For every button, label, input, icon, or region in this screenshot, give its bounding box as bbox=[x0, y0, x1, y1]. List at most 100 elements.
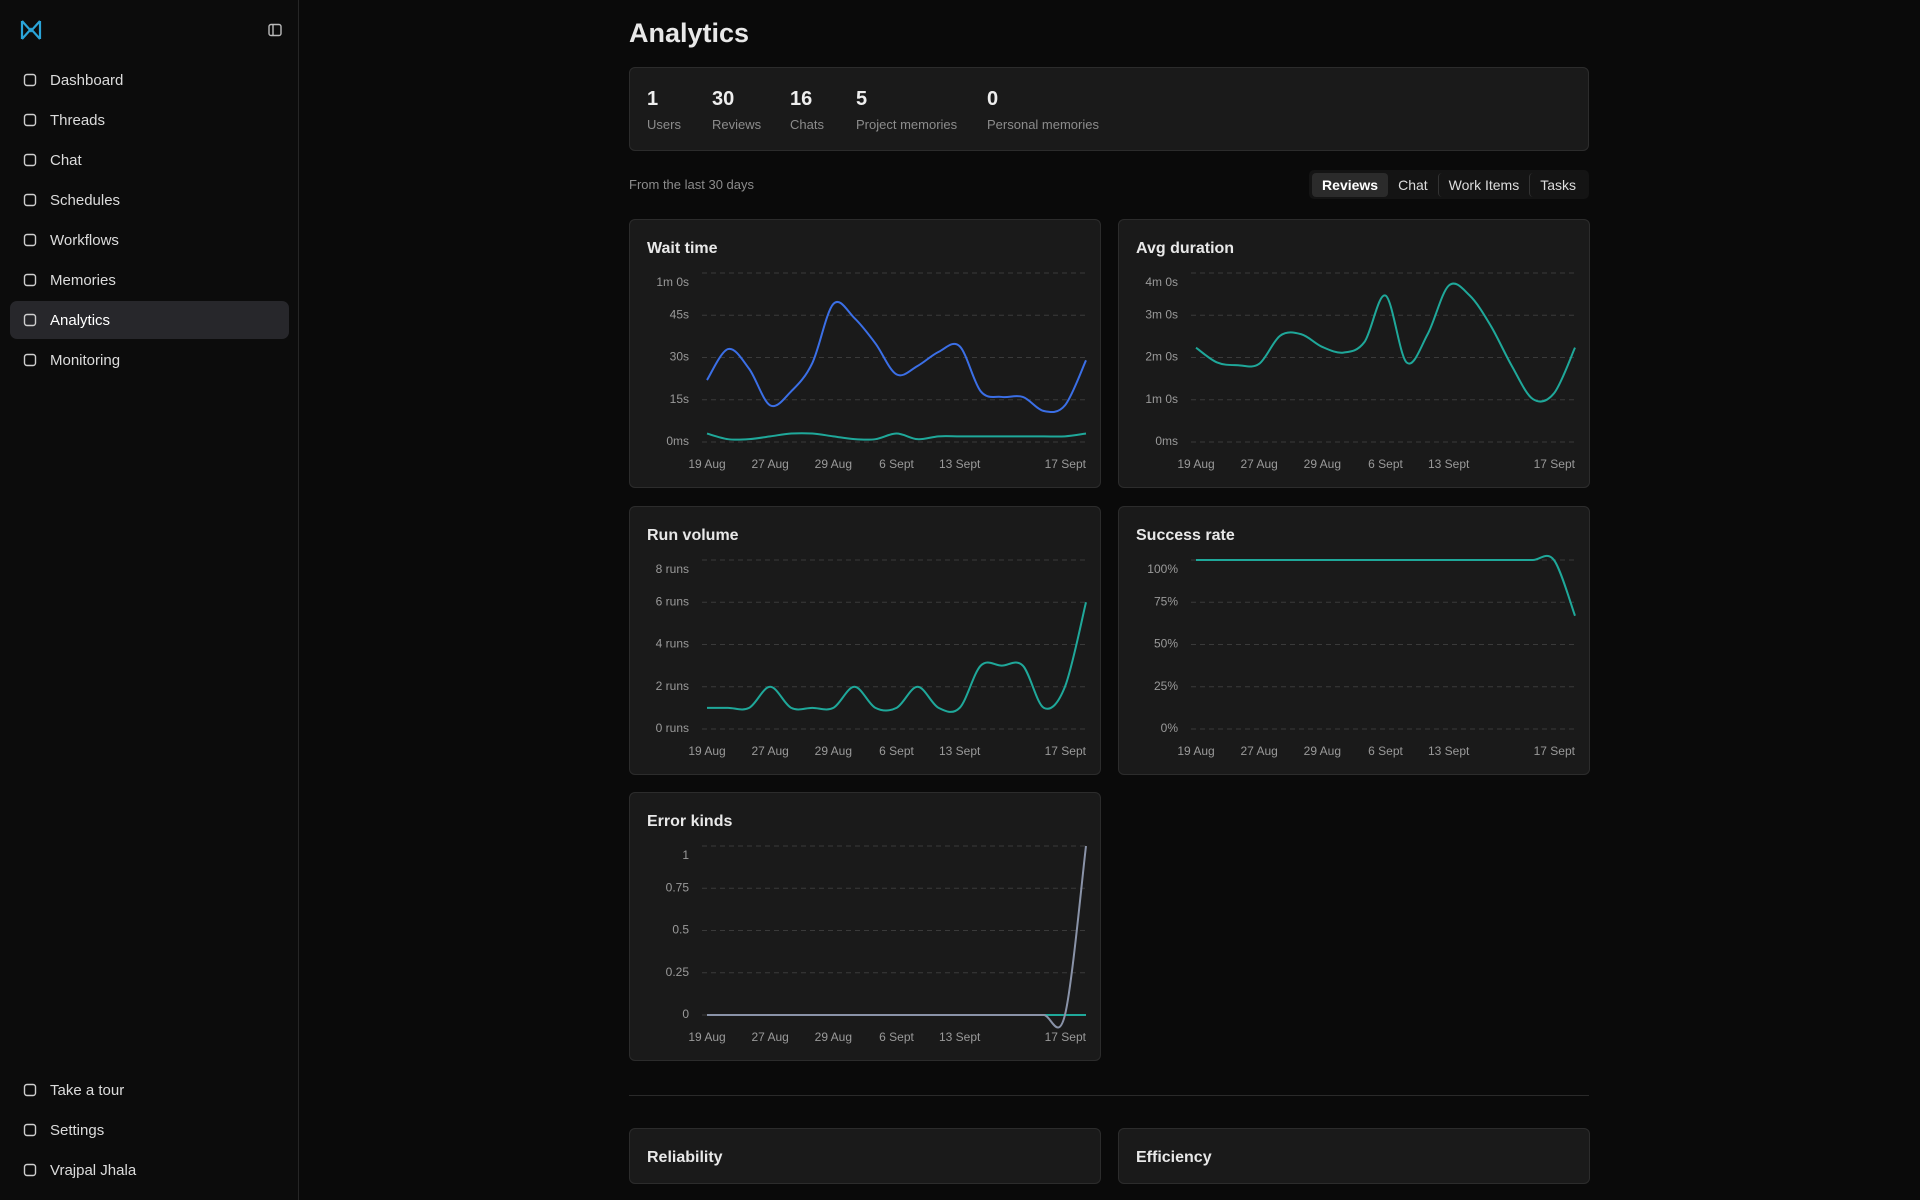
nav-item[interactable]: Chat bbox=[10, 141, 289, 179]
nav-item[interactable]: Threads bbox=[10, 101, 289, 139]
stat-value: 16 bbox=[790, 88, 813, 110]
x-tick-label: 19 Aug bbox=[688, 1030, 725, 1044]
nav-item[interactable]: Workflows bbox=[10, 221, 289, 259]
icon-shape bbox=[23, 273, 37, 287]
line-series bbox=[1195, 282, 1576, 403]
y-tick-label: 0 bbox=[682, 1007, 689, 1021]
stat-label: Personal memories bbox=[987, 117, 1099, 132]
y-tick-label: 100% bbox=[1147, 562, 1178, 576]
icon-shape bbox=[23, 1083, 37, 1097]
tabs: Reviews Chat Work Items Tasks bbox=[1309, 170, 1589, 199]
section-card: Reliability bbox=[629, 1128, 1101, 1184]
chart-card: Wait time 0ms 15s 30s 45s 1m 0s 19 Aug 27 Aug 29… bbox=[629, 219, 1101, 488]
x-tick-label: 13 Sept bbox=[1428, 744, 1470, 758]
nav-icon bbox=[23, 73, 37, 87]
y-tick-label: 25% bbox=[1154, 679, 1178, 693]
y-tick-label: 2m 0s bbox=[1145, 350, 1178, 364]
x-tick-label: 6 Sept bbox=[1368, 744, 1403, 758]
icon-shape bbox=[23, 193, 37, 207]
nav-item[interactable]: Analytics bbox=[10, 301, 289, 339]
nav-icon bbox=[23, 1163, 37, 1177]
x-tick-label: 27 Aug bbox=[1240, 744, 1277, 758]
y-tick-label: 0.75 bbox=[666, 880, 690, 894]
x-tick-label: 6 Sept bbox=[879, 744, 914, 758]
line-series bbox=[1196, 554, 1576, 617]
y-tick-label: 15s bbox=[670, 392, 689, 406]
nav-item[interactable]: Settings bbox=[10, 1111, 289, 1149]
nav-item[interactable]: Schedules bbox=[10, 181, 289, 219]
nav-item[interactable]: Take a tour bbox=[10, 1071, 289, 1109]
nav-item[interactable]: Monitoring bbox=[10, 341, 289, 379]
nav-label: Schedules bbox=[50, 191, 121, 209]
nav-label: Settings bbox=[50, 1121, 105, 1139]
x-tick-label: 27 Aug bbox=[751, 744, 788, 758]
nav-label: Take a tour bbox=[50, 1081, 125, 1099]
y-tick-label: 1 bbox=[682, 848, 689, 862]
nav-icon bbox=[23, 273, 37, 287]
stat-value: 30 bbox=[712, 88, 735, 110]
icon-shape bbox=[23, 113, 37, 127]
icon-shape bbox=[23, 73, 37, 87]
tab[interactable]: Reviews bbox=[1312, 172, 1389, 197]
nav-icon bbox=[23, 193, 37, 207]
chart: 0ms 15s 30s 45s 1m 0s 19 Aug 27 Aug 29 Aug 6 Sep… bbox=[656, 272, 1087, 471]
nav-icon bbox=[23, 1123, 37, 1137]
x-tick-label: 6 Sept bbox=[879, 457, 914, 471]
chart-card: Run volume 0 runs 2 runs 4 runs 6 runs 8 runs… bbox=[629, 506, 1101, 775]
stat-value: 5 bbox=[856, 88, 868, 110]
section-title: Efficiency bbox=[1136, 1149, 1212, 1166]
x-tick-label: 19 Aug bbox=[688, 744, 725, 758]
nav-label: Monitoring bbox=[50, 351, 121, 369]
nav-label: Chat bbox=[50, 151, 82, 169]
x-tick-label: 27 Aug bbox=[1240, 457, 1277, 471]
y-tick-label: 8 runs bbox=[656, 562, 689, 576]
y-tick-label: 4m 0s bbox=[1145, 275, 1178, 289]
x-tick-label: 29 Aug bbox=[815, 744, 852, 758]
x-tick-label: 13 Sept bbox=[939, 1030, 981, 1044]
chart: 0 runs 2 runs 4 runs 6 runs 8 runs 19 Aug 27 A… bbox=[656, 559, 1087, 758]
chart-card: Success rate 0% 25% 50% 75% 100% 19 Aug 27 Aug 2… bbox=[1118, 506, 1590, 775]
stats-card: 1 Users 30 Reviews 16 Chats 5 Project memories 0… bbox=[629, 67, 1589, 151]
y-tick-label: 0 runs bbox=[656, 721, 689, 735]
stat: 30 Reviews bbox=[712, 88, 761, 132]
stat-label: Chats bbox=[790, 117, 824, 132]
x-tick-label: 13 Sept bbox=[1428, 457, 1470, 471]
y-tick-label: 0.25 bbox=[666, 965, 690, 979]
nav-label: Dashboard bbox=[50, 71, 124, 89]
tab[interactable]: Tasks bbox=[1529, 172, 1586, 197]
logo[interactable] bbox=[19, 18, 43, 42]
y-tick-label: 0.5 bbox=[672, 923, 689, 937]
nav-item[interactable]: Vrajpal Jhala bbox=[10, 1151, 289, 1189]
collapse-button[interactable] bbox=[267, 22, 283, 38]
stat-label: Project memories bbox=[856, 117, 958, 132]
stat-label: Users bbox=[647, 117, 681, 132]
nav-item[interactable]: Dashboard bbox=[10, 61, 289, 99]
nav-item[interactable]: Memories bbox=[10, 261, 289, 299]
stat: 16 Chats bbox=[790, 88, 824, 132]
x-tick-label: 19 Aug bbox=[688, 457, 725, 471]
y-tick-label: 0ms bbox=[666, 434, 689, 448]
chart: 0 0.25 0.5 0.75 1 19 Aug 27 Aug 29 Aug 6 Sept 13 … bbox=[666, 845, 1087, 1044]
nav-icon bbox=[23, 113, 37, 127]
y-tick-label: 2 runs bbox=[656, 679, 689, 693]
x-tick-label: 19 Aug bbox=[1177, 457, 1214, 471]
nav-label: Analytics bbox=[50, 311, 111, 329]
tab[interactable]: Chat bbox=[1398, 176, 1428, 193]
icon-shape bbox=[23, 233, 37, 247]
x-tick-label: 13 Sept bbox=[939, 457, 981, 471]
x-tick-label: 19 Aug bbox=[1177, 744, 1214, 758]
tab[interactable]: Work Items bbox=[1437, 172, 1530, 197]
y-tick-label: 6 runs bbox=[656, 594, 689, 608]
y-tick-label: 75% bbox=[1154, 594, 1178, 608]
x-tick-label: 29 Aug bbox=[815, 457, 852, 471]
x-tick-label: 17 Sept bbox=[1534, 744, 1576, 758]
x-tick-label: 29 Aug bbox=[815, 1030, 852, 1044]
chart: 0ms 1m 0s 2m 0s 3m 0s 4m 0s 19 Aug 27 Aug 29 Au… bbox=[1145, 272, 1576, 471]
section-title: Reliability bbox=[647, 1149, 723, 1166]
x-tick-label: 27 Aug bbox=[751, 1030, 788, 1044]
y-tick-label: 1m 0s bbox=[1145, 392, 1178, 406]
nav-icon bbox=[23, 1083, 37, 1097]
nav-icon bbox=[23, 153, 37, 167]
main-content: Analytics 1 Users 30 Reviews 16 Chats 5 Project… bbox=[629, 0, 1590, 1200]
